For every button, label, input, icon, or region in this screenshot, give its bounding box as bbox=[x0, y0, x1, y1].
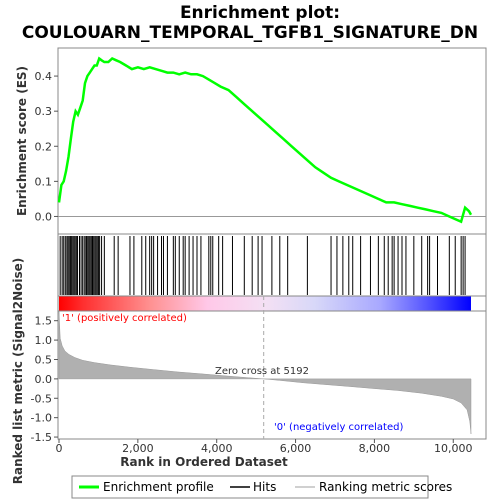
hits-marks bbox=[59, 236, 466, 295]
x-tick-label: 10,000 bbox=[434, 442, 473, 455]
es-y-axis: 0.0 0.1 0.2 0.3 0.4 bbox=[35, 70, 58, 223]
es-panel-frame bbox=[57, 47, 487, 235]
metric-y-tick-label: 1.5 bbox=[35, 315, 53, 328]
ranking-metric-area bbox=[58, 310, 472, 435]
x-tick-label: 6,000 bbox=[280, 442, 312, 455]
metric-y-tick-label: 1.0 bbox=[35, 334, 53, 347]
es-y-tick-label: 0.1 bbox=[35, 175, 53, 188]
metric-y-tick-label: -1.5 bbox=[31, 431, 52, 444]
chart-title-line1: Enrichment plot: bbox=[180, 3, 340, 23]
enrichment-profile-line bbox=[57, 56, 473, 224]
metric-y-tick-label: -0.5 bbox=[31, 392, 52, 405]
metric-y-tick-label: 0.0 bbox=[35, 373, 53, 386]
metric-y-tick-label: -1.0 bbox=[31, 412, 52, 425]
positive-correlation-label: '1' (positively correlated) bbox=[62, 313, 187, 324]
es-y-axis-label: Enrichment score (ES) bbox=[15, 66, 29, 216]
legend-ranking-metric: Ranking metric scores bbox=[319, 480, 452, 494]
es-y-tick-label: 0.3 bbox=[35, 105, 53, 118]
chart-title-line2: COULOUARN_TEMPORAL_TGFB1_SIGNATURE_DN bbox=[22, 23, 478, 43]
metric-y-axis-label: Ranked list metric (Signal2Noise) bbox=[11, 258, 25, 485]
metric-y-tick-label: 0.5 bbox=[35, 353, 53, 366]
es-y-tick-label: 0.4 bbox=[35, 70, 53, 83]
es-y-tick-label: 0.2 bbox=[35, 140, 53, 153]
rank-color-bar bbox=[59, 296, 471, 311]
metric-y-axis: -1.5 -1.0 -0.5 0.0 0.5 1.0 1.5 bbox=[31, 315, 58, 444]
zero-cross-label: Zero cross at 5192 bbox=[215, 366, 309, 377]
es-y-tick-label: 0.0 bbox=[35, 210, 53, 223]
x-tick-label: 8,000 bbox=[359, 442, 391, 455]
x-tick-label: 2,000 bbox=[122, 442, 154, 455]
x-axis: 0 2,000 4,000 6,000 8,000 10,000 bbox=[56, 439, 473, 455]
negative-correlation-label: '0' (negatively correlated) bbox=[274, 422, 403, 433]
legend-enrichment-profile: Enrichment profile bbox=[103, 480, 214, 494]
x-tick-label: 0 bbox=[56, 442, 63, 455]
x-tick-label: 4,000 bbox=[201, 442, 233, 455]
x-axis-label: Rank in Ordered Dataset bbox=[120, 455, 288, 469]
legend-hits: Hits bbox=[253, 480, 276, 494]
